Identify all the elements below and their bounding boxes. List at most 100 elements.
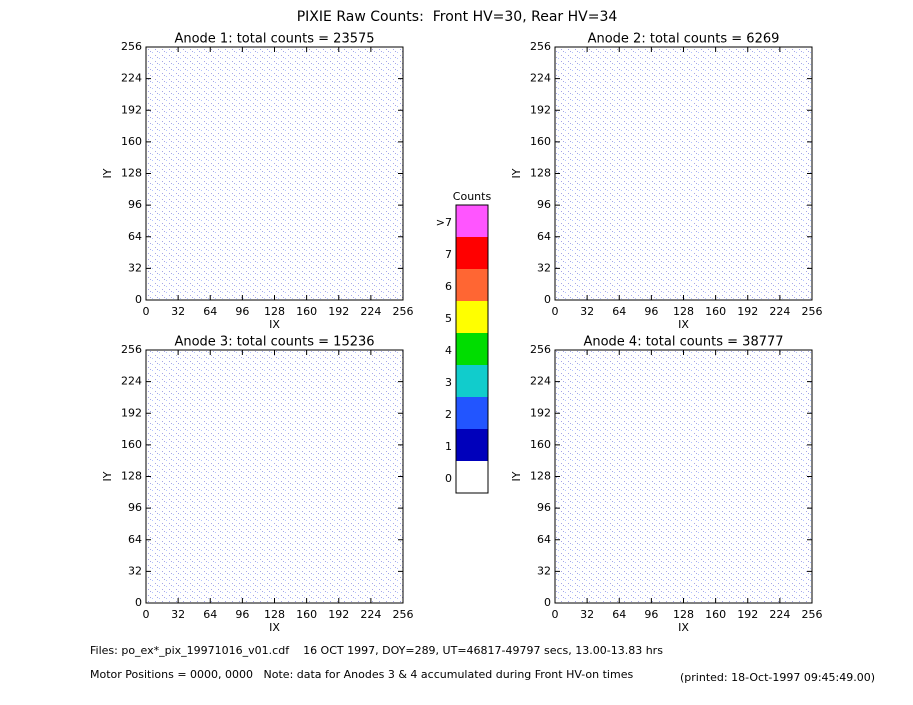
y-tick-label: 224 [530,72,551,85]
y-axis-label: IY [101,168,114,178]
y-tick-label: 64 [537,533,551,546]
colorbar-label: 1 [445,440,452,453]
x-tick-label: 64 [612,305,626,318]
x-tick-label: 96 [235,305,249,318]
x-tick-label: 192 [328,608,349,621]
y-tick-label: 32 [128,261,142,274]
colorbar-label: >7 [436,216,452,229]
x-tick-label: 224 [769,608,790,621]
x-tick-label: 224 [360,305,381,318]
y-tick-label: 192 [121,103,142,116]
y-tick-label: 0 [544,596,551,609]
x-tick-label: 224 [360,608,381,621]
plot-area [555,47,812,300]
plot-area [555,350,812,603]
x-tick-label: 32 [580,608,594,621]
colorbar-cell [456,269,488,301]
colorbar-label: 3 [445,376,452,389]
x-tick-label: 64 [203,608,217,621]
y-tick-label: 0 [544,293,551,306]
x-tick-label: 224 [769,305,790,318]
x-tick-label: 32 [580,305,594,318]
colorbar-label: 4 [445,344,452,357]
colorbar-title: Counts [453,190,492,203]
y-tick-label: 256 [530,343,551,356]
y-tick-label: 256 [121,40,142,53]
y-tick-label: 64 [128,230,142,243]
colorbar-cell [456,461,488,493]
colorbar-cell [456,365,488,397]
y-tick-label: 160 [530,135,551,148]
x-axis-label: IX [678,621,689,634]
y-tick-label: 128 [530,167,551,180]
y-tick-label: 192 [121,406,142,419]
y-tick-label: 96 [537,198,551,211]
y-tick-label: 96 [128,501,142,514]
x-tick-label: 32 [171,608,185,621]
x-axis-label: IX [678,318,689,331]
x-tick-label: 128 [673,608,694,621]
y-tick-label: 32 [537,261,551,274]
x-tick-label: 160 [705,608,726,621]
x-tick-label: 256 [802,608,823,621]
y-tick-label: 256 [530,40,551,53]
x-tick-label: 0 [143,608,150,621]
y-tick-label: 192 [530,406,551,419]
footer-files: Files: po_ex*_pix_19971016_v01.cdf 16 OC… [90,644,663,657]
y-tick-label: 64 [537,230,551,243]
x-tick-label: 64 [203,305,217,318]
colorbar-cell [456,333,488,365]
y-axis-label: IY [101,471,114,481]
y-tick-label: 64 [128,533,142,546]
x-tick-label: 160 [296,608,317,621]
colorbar-label: 6 [445,280,452,293]
x-tick-label: 256 [393,608,414,621]
x-tick-label: 96 [644,608,658,621]
colorbar-cell [456,397,488,429]
x-tick-label: 160 [705,305,726,318]
y-tick-label: 224 [530,375,551,388]
y-tick-label: 32 [537,564,551,577]
x-tick-label: 160 [296,305,317,318]
y-tick-label: 32 [128,564,142,577]
colorbar-label: 2 [445,408,452,421]
x-tick-label: 256 [802,305,823,318]
colorbar-label: 5 [445,312,452,325]
colorbar-cell [456,205,488,237]
y-tick-label: 224 [121,72,142,85]
colorbar-frame [455,204,489,494]
x-axis-label: IX [269,318,280,331]
colorbar-cell [456,429,488,461]
panel-title: Anode 1: total counts = 23575 [174,32,374,47]
footer-printed: (printed: 18-Oct-1997 09:45:49.00) [680,671,875,684]
y-tick-label: 160 [121,135,142,148]
y-tick-label: 160 [530,438,551,451]
panel-title: Anode 2: total counts = 6269 [588,32,780,47]
x-tick-label: 0 [143,305,150,318]
y-tick-label: 256 [121,343,142,356]
y-tick-label: 0 [135,596,142,609]
y-tick-label: 128 [530,470,551,483]
x-tick-label: 128 [264,608,285,621]
x-tick-label: 192 [737,608,758,621]
y-axis-label: IY [510,168,523,178]
colorbar-label: 7 [445,248,452,261]
y-tick-label: 96 [128,198,142,211]
footer-motor: Motor Positions = 0000, 0000 Note: data … [90,668,633,681]
y-tick-label: 192 [530,103,551,116]
x-tick-label: 96 [235,608,249,621]
x-tick-label: 128 [264,305,285,318]
x-tick-label: 0 [552,305,559,318]
y-tick-label: 224 [121,375,142,388]
y-tick-label: 160 [121,438,142,451]
plot-area [146,47,403,300]
x-axis-label: IX [269,621,280,634]
y-tick-label: 128 [121,167,142,180]
x-tick-label: 192 [328,305,349,318]
colorbar-cell [456,237,488,269]
y-axis-label: IY [510,471,523,481]
x-tick-label: 256 [393,305,414,318]
y-tick-label: 128 [121,470,142,483]
plot-area [146,350,403,603]
